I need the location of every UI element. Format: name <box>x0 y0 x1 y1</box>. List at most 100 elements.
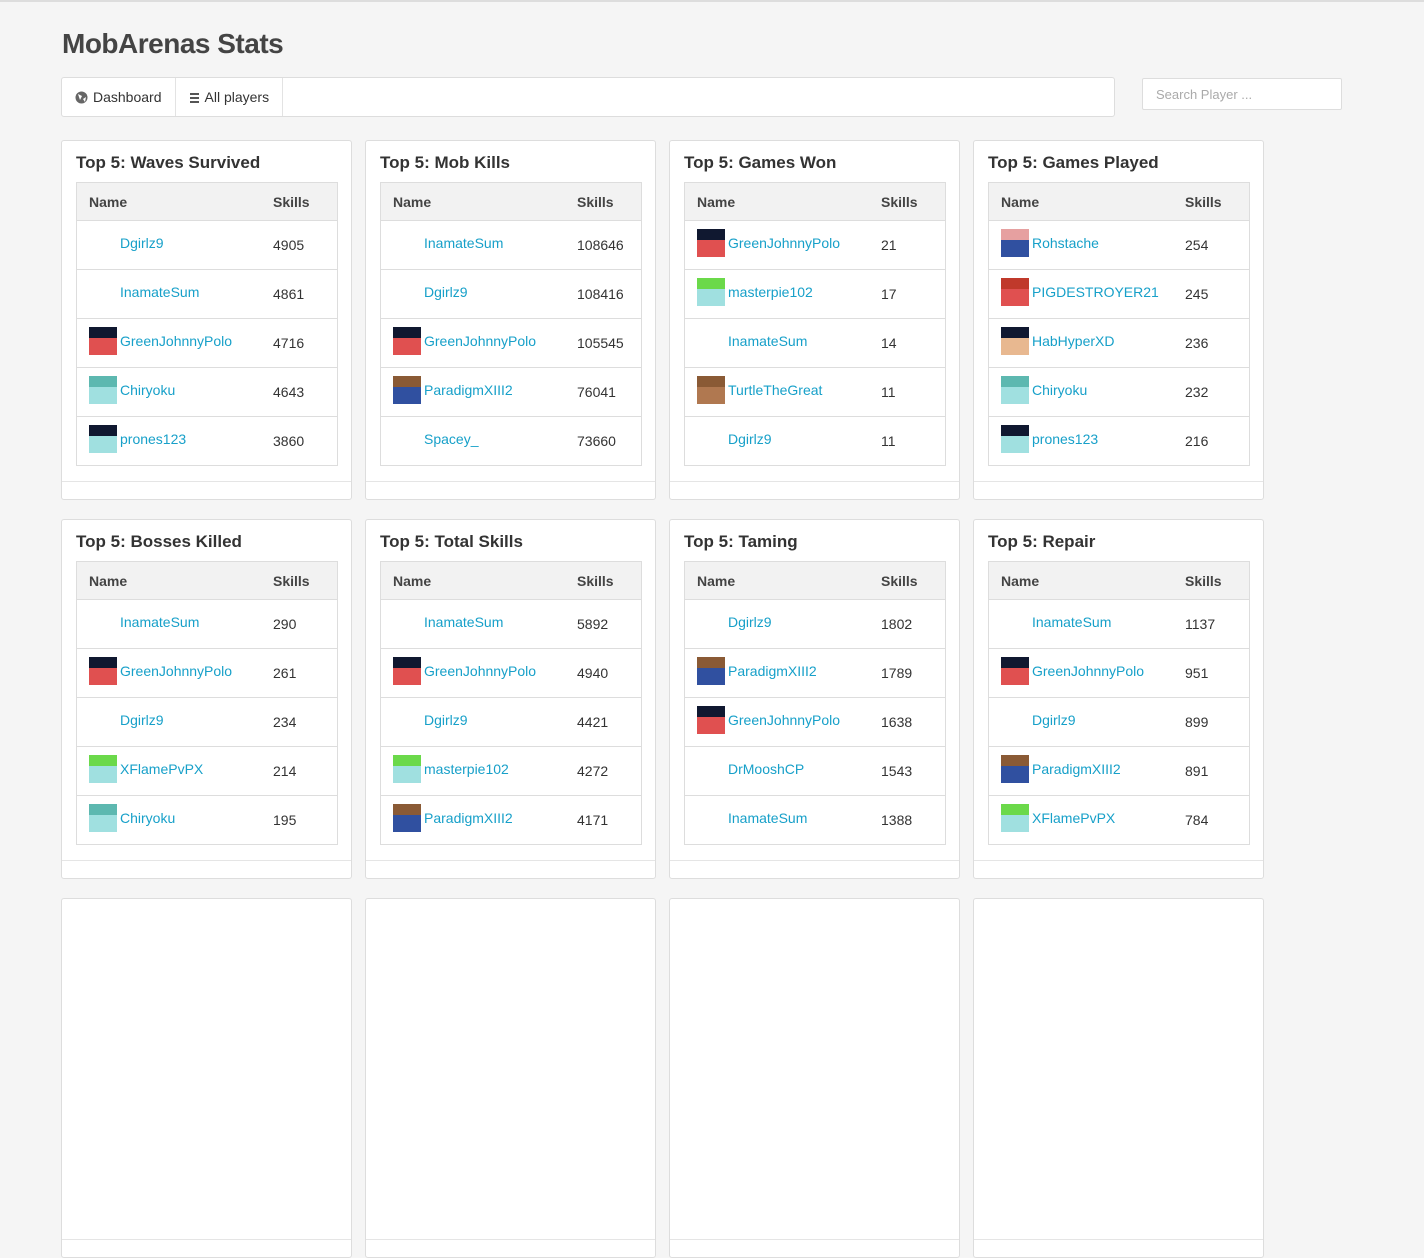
avatar <box>393 376 421 404</box>
player-link[interactable]: XFlamePvPX <box>120 761 204 777</box>
player-link[interactable]: ParadigmXIII2 <box>728 663 817 679</box>
avatar <box>89 425 117 453</box>
skills-cell: 4905 <box>273 220 338 270</box>
name-cell: ParadigmXIII2 <box>380 795 577 845</box>
header-row: Name Skills <box>988 182 1250 221</box>
player-link[interactable]: Chiryoku <box>120 382 176 398</box>
name-cell: InamateSum <box>76 269 273 319</box>
player-link[interactable]: PIGDESTROYER21 <box>1032 284 1159 300</box>
skills-cell: 3860 <box>273 416 338 466</box>
player: Dgirlz9 <box>393 706 565 734</box>
avatar <box>393 278 421 306</box>
column-header: Skills <box>1185 182 1250 221</box>
player-link[interactable]: GreenJohnnyPolo <box>120 333 233 349</box>
player-link[interactable]: XFlamePvPX <box>1032 810 1116 826</box>
name-cell: ParadigmXIII2 <box>380 367 577 417</box>
panel <box>669 898 960 1258</box>
panel: Top 5: Repair Name Skills InamateSum 1137 Gre… <box>973 519 1264 879</box>
player-link[interactable]: HabHyperXD <box>1032 333 1115 349</box>
header-row: Name Skills <box>76 561 338 600</box>
player-link[interactable]: InamateSum <box>120 284 200 300</box>
player-link[interactable]: Dgirlz9 <box>120 235 164 251</box>
avatar <box>89 278 117 306</box>
player-link[interactable]: InamateSum <box>728 333 808 349</box>
player: InamateSum <box>393 608 565 636</box>
header-row: Name Skills <box>988 561 1250 600</box>
player-link[interactable]: Dgirlz9 <box>120 712 164 728</box>
player-link[interactable]: GreenJohnnyPolo <box>424 333 537 349</box>
nav-all-players[interactable]: All players <box>176 78 284 116</box>
player: DrMooshCP <box>697 755 869 783</box>
skills-cell: 4171 <box>577 795 642 845</box>
name-cell: InamateSum <box>684 795 881 845</box>
player-row: Chiryoku 4643 <box>76 367 338 417</box>
player-link[interactable]: Dgirlz9 <box>728 431 772 447</box>
player-row: GreenJohnnyPolo 261 <box>76 648 338 698</box>
player: InamateSum <box>697 804 869 832</box>
player-link[interactable]: ParadigmXIII2 <box>1032 761 1121 777</box>
skills-cell: 245 <box>1185 269 1250 319</box>
player-link[interactable]: prones123 <box>1032 431 1099 447</box>
player-link[interactable]: ParadigmXIII2 <box>424 810 513 826</box>
skills-cell: 290 <box>273 599 338 649</box>
search-input[interactable]: Search Player ... <box>1142 78 1342 110</box>
player-link[interactable]: InamateSum <box>120 614 200 630</box>
stats-table: Name Skills GreenJohnnyPolo 21 masterpie102 1… <box>684 182 946 466</box>
skills-cell: 1137 <box>1185 599 1250 649</box>
player-link[interactable]: InamateSum <box>424 614 504 630</box>
player-row: ParadigmXIII2 891 <box>988 746 1250 796</box>
avatar <box>393 229 421 257</box>
player-link[interactable]: Dgirlz9 <box>1032 712 1076 728</box>
player: Dgirlz9 <box>697 425 869 453</box>
player-link[interactable]: masterpie102 <box>424 761 509 777</box>
player-row: prones123 216 <box>988 416 1250 466</box>
player-link[interactable]: prones123 <box>120 431 187 447</box>
player-link[interactable]: masterpie102 <box>728 284 813 300</box>
skills-cell: 4861 <box>273 269 338 319</box>
player-row: DrMooshCP 1543 <box>684 746 946 796</box>
player: masterpie102 <box>393 755 565 783</box>
player-link[interactable]: GreenJohnnyPolo <box>728 712 841 728</box>
player-link[interactable]: InamateSum <box>728 810 808 826</box>
skills-cell: 891 <box>1185 746 1250 796</box>
name-cell: Chiryoku <box>76 367 273 417</box>
player-row: ParadigmXIII2 76041 <box>380 367 642 417</box>
player-link[interactable]: InamateSum <box>424 235 504 251</box>
player-row: Dgirlz9 234 <box>76 697 338 747</box>
player-row: Rohstache 254 <box>988 220 1250 270</box>
player-link[interactable]: DrMooshCP <box>728 761 805 777</box>
player-link[interactable]: Dgirlz9 <box>424 284 468 300</box>
player-link[interactable]: GreenJohnnyPolo <box>1032 663 1145 679</box>
avatar <box>393 327 421 355</box>
avatar <box>89 376 117 404</box>
player-link[interactable]: Chiryoku <box>120 810 176 826</box>
player-link[interactable]: ParadigmXIII2 <box>424 382 513 398</box>
panel-title: Top 5: Mob Kills <box>380 153 511 172</box>
player-link[interactable]: Dgirlz9 <box>728 614 772 630</box>
avatar <box>697 229 725 257</box>
player-link[interactable]: TurtleTheGreat <box>728 382 823 398</box>
header-row: Name Skills <box>684 182 946 221</box>
player-link[interactable]: InamateSum <box>1032 614 1112 630</box>
skills-cell: 17 <box>881 269 946 319</box>
name-cell: GreenJohnnyPolo <box>380 318 577 368</box>
nav-dashboard[interactable]: Dashboard <box>62 78 176 116</box>
column-header: Skills <box>273 182 338 221</box>
avatar <box>393 657 421 685</box>
player-link[interactable]: GreenJohnnyPolo <box>424 663 537 679</box>
player-row: Dgirlz9 11 <box>684 416 946 466</box>
avatar <box>1001 706 1029 734</box>
name-cell: GreenJohnnyPolo <box>76 648 273 698</box>
player-link[interactable]: GreenJohnnyPolo <box>120 663 233 679</box>
player-link[interactable]: Spacey_ <box>424 431 479 447</box>
player-link[interactable]: Dgirlz9 <box>424 712 468 728</box>
player-link[interactable]: Chiryoku <box>1032 382 1088 398</box>
player-link[interactable]: Rohstache <box>1032 235 1099 251</box>
skills-cell: 108646 <box>577 220 642 270</box>
skills-cell: 11 <box>881 367 946 417</box>
skills-cell: 951 <box>1185 648 1250 698</box>
player-row: InamateSum 5892 <box>380 599 642 649</box>
stats-table: Name Skills InamateSum 1137 GreenJohnnyPolo 9… <box>988 561 1250 845</box>
player-link[interactable]: GreenJohnnyPolo <box>728 235 841 251</box>
